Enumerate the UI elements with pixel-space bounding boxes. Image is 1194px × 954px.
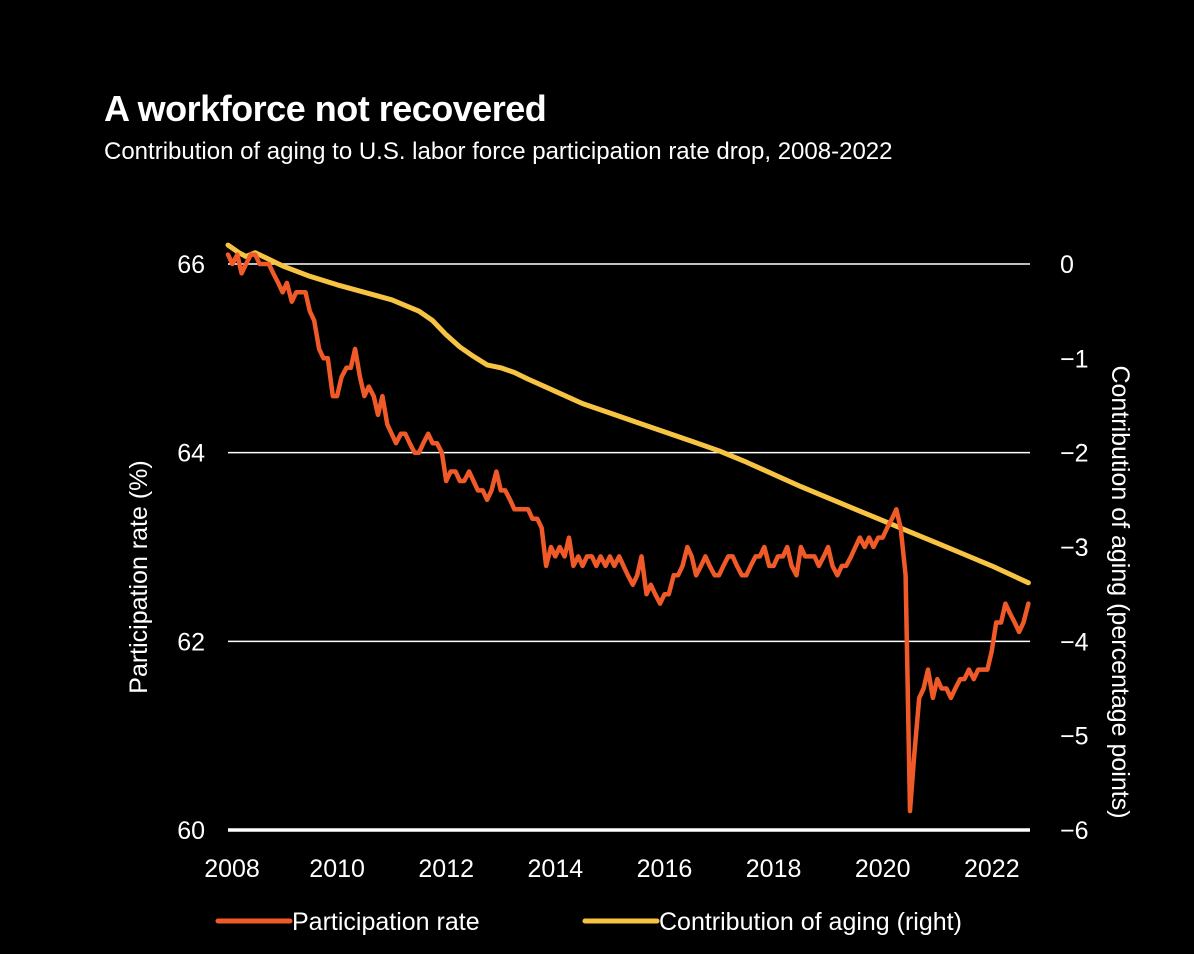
- y2-axis-label: Contribution of aging (percentage points…: [1106, 365, 1134, 818]
- y2-tick-label: −1: [1060, 345, 1089, 373]
- y2-tick-label: −3: [1060, 534, 1089, 562]
- x-tick-label: 2012: [418, 855, 474, 883]
- legend-label: Participation rate: [292, 908, 480, 936]
- x-tick-label: 2022: [964, 855, 1020, 883]
- y-tick-label: 66: [177, 251, 205, 279]
- y-tick-label: 64: [177, 440, 205, 468]
- chart-title: A workforce not recovered: [104, 88, 547, 129]
- legend-label: Contribution of aging (right): [659, 908, 962, 936]
- y-axis-label: Participation rate (%): [125, 460, 153, 693]
- x-tick-label: 2008: [204, 855, 260, 883]
- chart-subtitle: Contribution of aging to U.S. labor forc…: [104, 138, 893, 165]
- x-tick-label: 2020: [855, 855, 911, 883]
- y2-tick-label: −2: [1060, 440, 1089, 468]
- x-tick-label: 2010: [309, 855, 365, 883]
- y-tick-label: 60: [177, 817, 205, 845]
- x-tick-label: 2018: [746, 855, 802, 883]
- y2-tick-label: −6: [1060, 817, 1089, 845]
- y2-tick-label: −4: [1060, 628, 1089, 656]
- y2-tick-label: 0: [1060, 251, 1074, 279]
- aging-contribution-line: [225, 242, 1031, 586]
- y-tick-label: 62: [177, 628, 205, 656]
- participation-rate-line: [225, 252, 1031, 814]
- x-tick-label: 2014: [528, 855, 584, 883]
- y2-tick-label: −5: [1060, 723, 1089, 751]
- x-tick-label: 2016: [637, 855, 693, 883]
